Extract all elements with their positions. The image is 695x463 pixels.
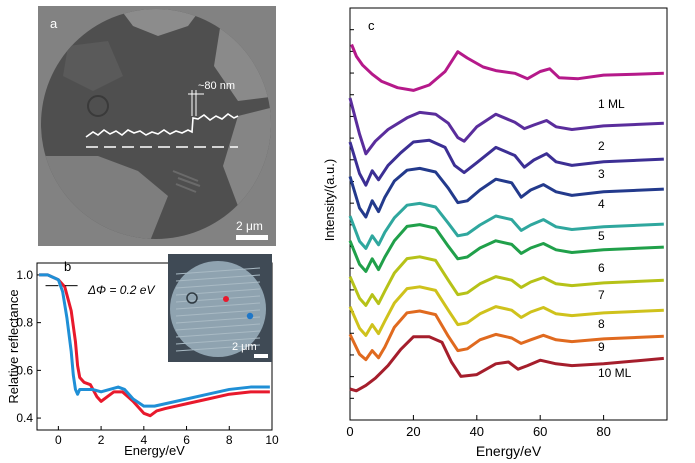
inset-disk xyxy=(170,261,266,357)
inset-stripe xyxy=(175,337,261,345)
x-tick-label: 4 xyxy=(140,433,147,447)
series-label: 5 xyxy=(598,229,605,243)
plot-frame xyxy=(349,7,668,421)
x-tick-label: 0 xyxy=(346,424,353,439)
scale-bar xyxy=(236,235,268,240)
inset-stripe xyxy=(175,309,261,317)
scale-bar-label: 2 μm xyxy=(236,219,263,233)
spectrum-line-8 xyxy=(348,285,664,337)
series-label: 6 xyxy=(598,261,605,275)
y-axis-label: Relative reflectance xyxy=(6,289,21,403)
spectrum-line-4 xyxy=(348,166,664,219)
y-tick-label: 0.6 xyxy=(16,363,33,377)
inset-marker-red xyxy=(223,296,229,302)
series-label: 10 ML xyxy=(598,366,632,380)
surface-defect xyxy=(87,95,109,117)
spectrum-line-1 xyxy=(350,43,664,92)
inset-stripe xyxy=(175,344,261,352)
panel-a-label: a xyxy=(50,16,58,31)
inset-stripe xyxy=(175,316,261,324)
series-label: 1 ML xyxy=(598,97,625,111)
step-profile-trace xyxy=(85,113,239,138)
inset-stripe xyxy=(175,281,261,289)
panel-c-chart: 0 20 40 60 80 Energy/eV Intensity/(a.u.) c 1 ML 2… xyxy=(320,0,695,463)
x-tick-label: 40 xyxy=(470,424,484,439)
inset-marker-blue xyxy=(246,312,254,320)
panel-b-label: b xyxy=(64,259,71,274)
panel-c-label: c xyxy=(368,18,375,33)
panel-a-svg: ~80 nm a 2 μm xyxy=(41,9,271,240)
inset-stripe xyxy=(175,274,261,282)
step-label: ~80 nm xyxy=(198,80,235,92)
x-tick-label: 10 xyxy=(265,433,279,447)
dark-grain xyxy=(63,41,123,91)
x-tick-label: 8 xyxy=(226,433,233,447)
inset-stripe xyxy=(175,302,261,310)
inset-stripe xyxy=(175,330,261,338)
inset-scale-bar xyxy=(254,354,268,358)
series-label: 9 xyxy=(598,340,605,354)
inset-stripe xyxy=(175,295,261,303)
surface-scratch xyxy=(172,170,201,193)
inset-defect xyxy=(186,292,198,304)
x-tick-label: 80 xyxy=(596,424,610,439)
x-tick-label: 0 xyxy=(55,433,62,447)
series-label: 3 xyxy=(598,167,605,181)
x-tick-label: 2 xyxy=(98,433,105,447)
panel-b-svg: 0 2 4 6 8 10 0.4 0.6 0.8 1.0 Energy/eV Relative ref… xyxy=(6,254,279,458)
y-tick-label: 0.8 xyxy=(16,316,33,330)
spectrum-line-7 xyxy=(348,255,664,307)
panel-c-svg: 0 20 40 60 80 Energy/eV Intensity/(a.u.) c 1 ML 2… xyxy=(322,7,668,459)
x-axis-label: Energy/eV xyxy=(476,443,542,459)
x-axis-label: Energy/eV xyxy=(124,443,185,458)
series-label: 7 xyxy=(598,288,605,302)
panel-b-chart: 0 2 4 6 8 10 0.4 0.6 0.8 1.0 Energy/eV Relative ref… xyxy=(0,248,290,463)
inset-stripe xyxy=(175,323,261,331)
y-tick-label: 1.0 xyxy=(16,268,33,282)
spectrum-line-10 xyxy=(349,335,664,393)
spectrum-line-6 xyxy=(348,223,664,273)
series-label: 4 xyxy=(598,197,605,211)
x-tick-label: 60 xyxy=(533,424,547,439)
y-axis-label: Intensity/(a.u.) xyxy=(322,159,337,241)
series-line-1 xyxy=(39,273,270,418)
series-label: 8 xyxy=(598,317,605,331)
spectrum-line-2 xyxy=(348,97,664,156)
bright-grain xyxy=(118,9,203,36)
shift-annotation: ΔΦ = 0.2 eV xyxy=(87,283,155,297)
spectrum-line-9 xyxy=(348,309,664,362)
panel-a-micrograph: ~80 nm a 2 μm xyxy=(38,6,276,246)
y-tick-label: 0.4 xyxy=(16,411,33,425)
series-label: 2 xyxy=(598,139,605,153)
spectrum-line-3 xyxy=(348,138,664,187)
series-line-2 xyxy=(39,273,270,408)
spectrum-line-5 xyxy=(348,201,664,250)
x-tick-label: 6 xyxy=(183,433,190,447)
x-tick-label: 20 xyxy=(406,424,420,439)
inset-stripe xyxy=(175,267,261,275)
inset-scale-label: 2 μm xyxy=(232,341,257,353)
